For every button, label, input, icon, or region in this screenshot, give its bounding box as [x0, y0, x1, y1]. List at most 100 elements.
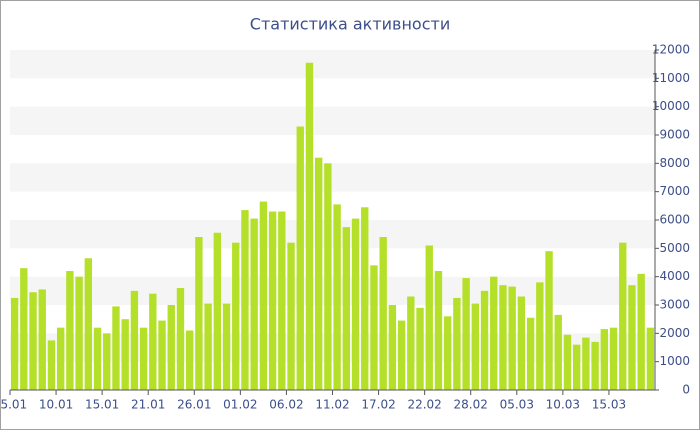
bar	[536, 282, 544, 390]
y-tick-label: 6000	[659, 213, 690, 227]
bar	[250, 218, 258, 390]
grid-band	[10, 276, 655, 305]
bar	[591, 341, 599, 390]
y-tick-label: 1000	[659, 354, 690, 368]
bar	[554, 314, 562, 390]
bar	[526, 317, 535, 390]
bar	[305, 62, 314, 390]
bar	[56, 327, 65, 390]
bar	[425, 245, 433, 390]
bar	[609, 327, 618, 390]
y-tick-label: 3000	[659, 298, 690, 312]
bar	[10, 297, 19, 390]
bar	[287, 242, 295, 390]
y-tick-label: 8000	[659, 156, 690, 170]
x-tick-label: 06.02	[269, 398, 303, 412]
bar	[47, 340, 56, 390]
bar	[490, 276, 498, 390]
bar	[637, 273, 645, 390]
bar	[130, 290, 139, 390]
bar	[158, 320, 166, 390]
grid-band	[10, 106, 655, 135]
x-tick-label: 21.01	[131, 398, 165, 412]
bar	[167, 305, 175, 390]
bar	[75, 276, 83, 390]
y-tick-label: 5000	[659, 241, 690, 255]
x-tick-label: 15.03	[592, 398, 626, 412]
x-tick-label: 05.03	[500, 398, 534, 412]
y-tick-label: 2000	[659, 326, 690, 340]
bar	[462, 278, 470, 390]
bar	[112, 306, 120, 390]
bar	[149, 293, 157, 390]
bar	[93, 327, 102, 390]
bar	[628, 285, 636, 390]
bar	[241, 210, 249, 390]
bar	[232, 242, 240, 390]
y-tick-label: 4000	[659, 269, 690, 283]
bar	[563, 334, 572, 390]
x-tick-label: 10.01	[39, 398, 73, 412]
grid-band	[10, 220, 655, 249]
bar	[268, 211, 277, 390]
bar	[453, 297, 461, 390]
x-tick-label: 26.01	[177, 398, 211, 412]
bar	[508, 286, 516, 390]
bar	[84, 258, 93, 390]
bar	[351, 218, 360, 390]
bar	[407, 296, 415, 390]
bar	[545, 251, 553, 390]
bar	[443, 316, 452, 390]
bar	[222, 303, 231, 390]
x-tick-label: 22.02	[407, 398, 441, 412]
bar	[379, 237, 387, 390]
bar	[397, 320, 406, 390]
y-tick-label: 7000	[659, 184, 690, 198]
bar	[434, 271, 443, 390]
grid-band	[10, 163, 655, 192]
bar	[324, 163, 332, 390]
y-tick-label: 10000	[652, 99, 690, 113]
bar	[480, 290, 489, 390]
bar	[572, 344, 581, 390]
bar	[370, 265, 378, 390]
bar	[499, 285, 507, 390]
y-tick-label: 12000	[652, 43, 690, 57]
x-tick-label: 15.01	[85, 398, 119, 412]
bar	[582, 337, 590, 390]
y-tick-label: 9000	[659, 128, 690, 142]
bar	[176, 288, 185, 390]
bar	[185, 330, 194, 390]
bar	[333, 204, 341, 390]
x-tick-label: 17.02	[361, 398, 395, 412]
bar	[361, 207, 369, 390]
x-tick-label: 11.02	[315, 398, 349, 412]
bar	[259, 201, 268, 390]
bar	[195, 237, 203, 390]
bar	[517, 296, 526, 390]
bar	[646, 327, 655, 390]
bar	[139, 327, 148, 390]
bar	[213, 232, 222, 390]
bar	[121, 319, 129, 390]
bar	[314, 157, 323, 390]
bar	[342, 227, 351, 390]
y-tick-label: 11000	[652, 71, 690, 85]
bar	[278, 211, 286, 390]
bar	[471, 303, 480, 390]
grid-band	[10, 50, 655, 79]
bar	[204, 303, 212, 390]
bar	[38, 289, 46, 390]
bar	[600, 329, 609, 390]
bar	[103, 333, 111, 390]
x-tick-label: 01.02	[223, 398, 257, 412]
x-tick-label: 05.01	[0, 398, 27, 412]
x-tick-label: 28.02	[454, 398, 488, 412]
bar	[416, 307, 424, 390]
bar	[388, 305, 397, 390]
chart-title: Статистика активности	[250, 15, 450, 34]
bar	[296, 126, 304, 390]
bar	[619, 242, 627, 390]
bar	[20, 268, 28, 390]
